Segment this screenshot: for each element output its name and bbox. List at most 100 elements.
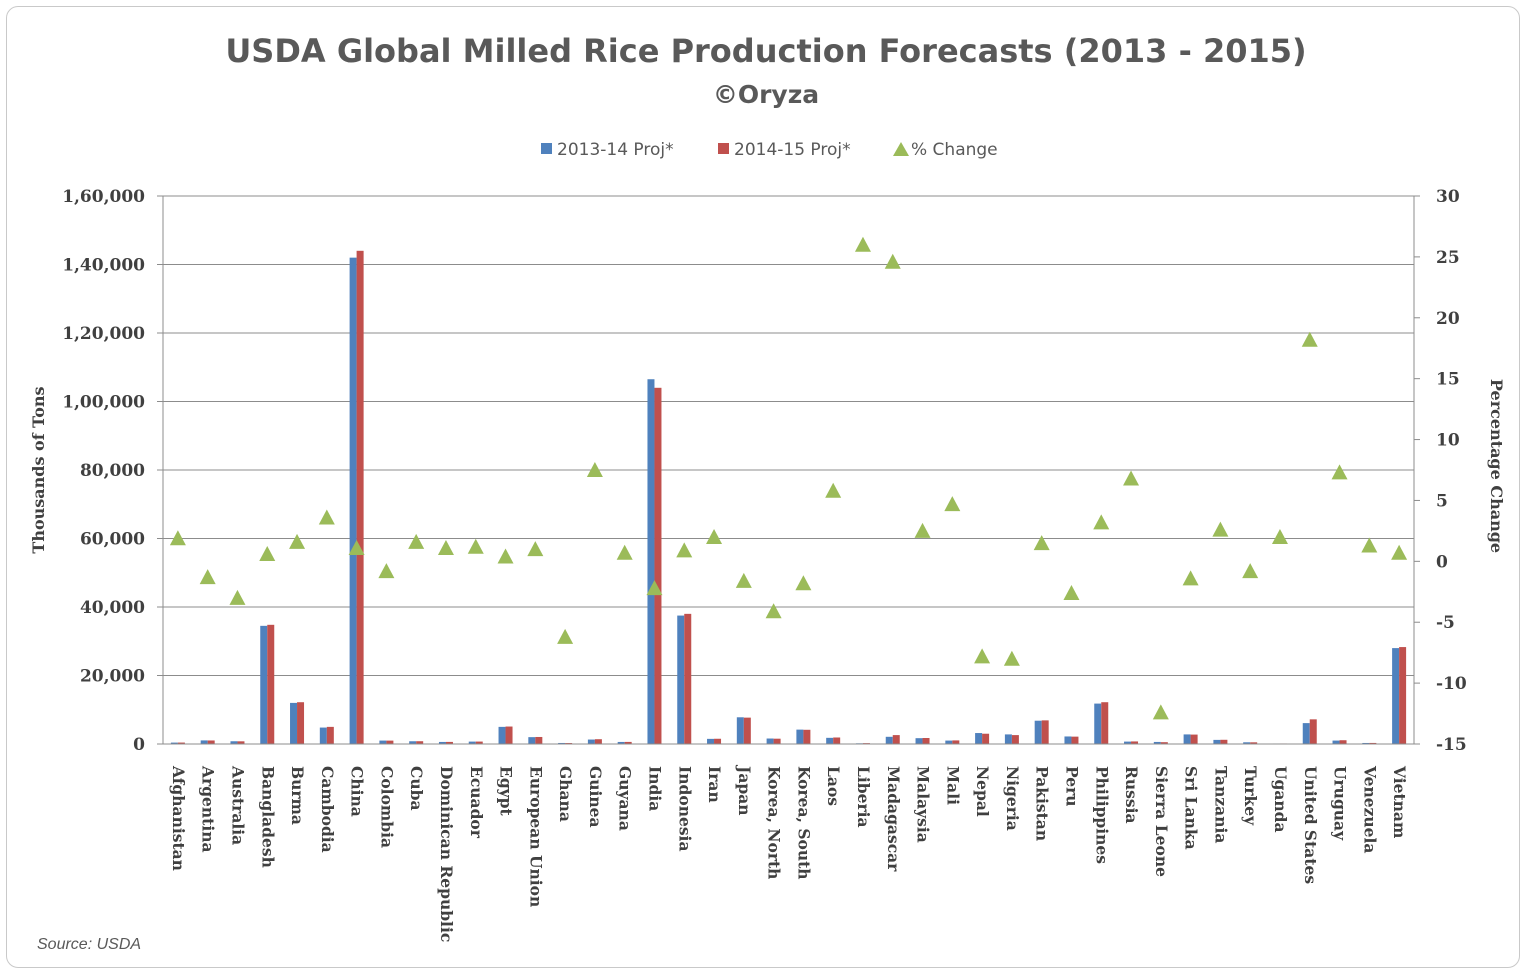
gridlines bbox=[163, 195, 1414, 676]
category-label: Madagascar bbox=[884, 766, 903, 872]
category-label: Malaysia bbox=[914, 766, 933, 843]
change-marker-40 bbox=[1361, 537, 1378, 553]
bar-2014-15-18 bbox=[714, 738, 722, 744]
category-label: Sri Lanka bbox=[1182, 766, 1201, 850]
bar-2013-14-38 bbox=[1302, 723, 1310, 744]
chart-subtitle: ©Oryza bbox=[713, 80, 819, 109]
left-tick-label: 80,000 bbox=[80, 461, 145, 481]
bar-2014-15-29 bbox=[1041, 720, 1049, 744]
legend-label-series-3: % Change bbox=[911, 140, 998, 160]
bar-2014-15-11 bbox=[505, 726, 513, 744]
category-label: Ghana bbox=[556, 766, 575, 822]
category-label: Indonesia bbox=[675, 766, 694, 852]
right-tick-label: 20 bbox=[1436, 309, 1460, 329]
bar-2013-14-22 bbox=[826, 737, 834, 744]
bar-2014-15-2 bbox=[237, 741, 245, 744]
category-label: United States bbox=[1301, 766, 1320, 884]
change-marker-34 bbox=[1182, 570, 1199, 586]
bar-2013-14-14 bbox=[587, 739, 595, 744]
category-label: Turkey bbox=[1241, 766, 1260, 826]
bar-2013-14-32 bbox=[1124, 741, 1132, 744]
category-label: Korea, North bbox=[765, 766, 784, 879]
category-label: Uganda bbox=[1271, 766, 1290, 833]
right-tick-label: 15 bbox=[1436, 370, 1460, 390]
bar-2014-15-25 bbox=[922, 738, 930, 744]
change-marker-24 bbox=[884, 253, 901, 269]
bar-2013-14-15 bbox=[617, 741, 625, 744]
category-label: India bbox=[645, 766, 664, 811]
category-label: Nigeria bbox=[1003, 766, 1022, 831]
bar-2013-14-29 bbox=[1034, 720, 1042, 744]
bar-2013-14-24 bbox=[885, 736, 893, 744]
left-tick-label: 1,40,000 bbox=[62, 256, 145, 276]
bar-2013-14-6 bbox=[349, 257, 357, 744]
change-marker-14 bbox=[586, 462, 603, 477]
category-label: Bangladesh bbox=[258, 766, 277, 868]
right-tick-label: 25 bbox=[1436, 248, 1460, 268]
left-tick-label: 60,000 bbox=[80, 530, 145, 550]
bar-2013-14-2 bbox=[230, 741, 238, 744]
bar-2014-15-21 bbox=[803, 729, 811, 744]
change-marker-0 bbox=[169, 530, 186, 546]
bar-2013-14-36 bbox=[1243, 742, 1251, 744]
bar-2014-15-9 bbox=[445, 741, 453, 744]
bar-2014-15-32 bbox=[1131, 741, 1139, 744]
change-marker-27 bbox=[974, 648, 991, 664]
left-tick-label: 20,000 bbox=[80, 667, 145, 687]
change-marker-30 bbox=[1063, 584, 1080, 600]
change-marker-13 bbox=[557, 628, 574, 644]
left-tick-label: 0 bbox=[133, 735, 145, 755]
bar-2014-15-22 bbox=[833, 737, 841, 744]
bar-2013-14-7 bbox=[379, 740, 387, 744]
change-marker-33 bbox=[1152, 704, 1169, 720]
change-marker-25 bbox=[914, 522, 931, 538]
bar-2014-15-34 bbox=[1190, 734, 1198, 744]
change-marker-12 bbox=[527, 541, 544, 557]
category-label: Egypt bbox=[497, 766, 516, 816]
legend: 2013-14 Proj* 2014-15 Proj* % Change bbox=[541, 140, 998, 160]
change-marker-38 bbox=[1301, 331, 1318, 347]
bar-2014-15-40 bbox=[1369, 742, 1377, 744]
bar-2014-15-5 bbox=[326, 726, 334, 744]
bar-2013-14-21 bbox=[796, 729, 804, 744]
legend-marker-series-3 bbox=[893, 142, 909, 156]
category-label: European Union bbox=[526, 766, 545, 907]
category-label: Venezuela bbox=[1360, 765, 1379, 853]
category-label: Philippines bbox=[1092, 766, 1111, 864]
bar-2014-15-10 bbox=[475, 741, 483, 744]
change-marker-15 bbox=[616, 544, 633, 560]
bar-2013-14-4 bbox=[290, 702, 298, 744]
y-axis-title: Thousands of Tons bbox=[29, 386, 48, 553]
category-label: Tanzania bbox=[1211, 766, 1230, 843]
bar-2013-14-1 bbox=[200, 740, 208, 744]
legend-label-series-2: 2014-15 Proj* bbox=[734, 140, 851, 160]
bar-2013-14-39 bbox=[1332, 740, 1340, 744]
bar-2014-15-6 bbox=[356, 250, 364, 745]
bar-2014-15-31 bbox=[1101, 702, 1109, 744]
legend-label-series-1: 2013-14 Proj* bbox=[557, 140, 674, 160]
change-marker-22 bbox=[825, 482, 842, 498]
left-tick-label: 40,000 bbox=[80, 598, 145, 618]
bar-2013-14-20 bbox=[766, 738, 774, 744]
change-marker-9 bbox=[437, 539, 454, 555]
bar-2013-14-34 bbox=[1183, 734, 1191, 744]
category-label: Uruguay bbox=[1331, 766, 1350, 841]
bar-2014-15-4 bbox=[297, 702, 305, 744]
change-marker-4 bbox=[289, 533, 306, 549]
category-label: Liberia bbox=[854, 766, 873, 828]
left-tick-label: 1,60,000 bbox=[62, 187, 145, 207]
left-tick-label: 1,00,000 bbox=[62, 393, 145, 413]
category-label: Pakistan bbox=[1033, 766, 1052, 841]
bar-2014-15-8 bbox=[416, 741, 424, 744]
change-marker-35 bbox=[1212, 521, 1229, 537]
right-tick-label: 0 bbox=[1436, 552, 1448, 572]
bar-2014-15-30 bbox=[1071, 736, 1079, 744]
bar-2013-14-0 bbox=[170, 742, 178, 744]
bar-2013-14-12 bbox=[528, 737, 536, 744]
bar-2013-14-31 bbox=[1094, 703, 1102, 744]
category-label: Cuba bbox=[407, 766, 426, 811]
right-tick-label: -15 bbox=[1436, 735, 1467, 755]
bar-2013-14-35 bbox=[1213, 739, 1221, 744]
category-label: Guinea bbox=[586, 766, 605, 828]
